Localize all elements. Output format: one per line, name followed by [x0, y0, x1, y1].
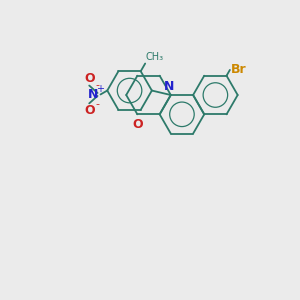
Text: O: O	[132, 118, 143, 131]
Text: -: -	[96, 80, 100, 90]
Text: +: +	[96, 84, 104, 94]
Text: O: O	[84, 72, 94, 85]
Text: N: N	[164, 80, 175, 93]
Text: -: -	[96, 99, 100, 109]
Text: N: N	[88, 88, 98, 101]
Text: CH₃: CH₃	[145, 52, 163, 62]
Text: Br: Br	[231, 63, 247, 76]
Text: O: O	[84, 104, 94, 117]
